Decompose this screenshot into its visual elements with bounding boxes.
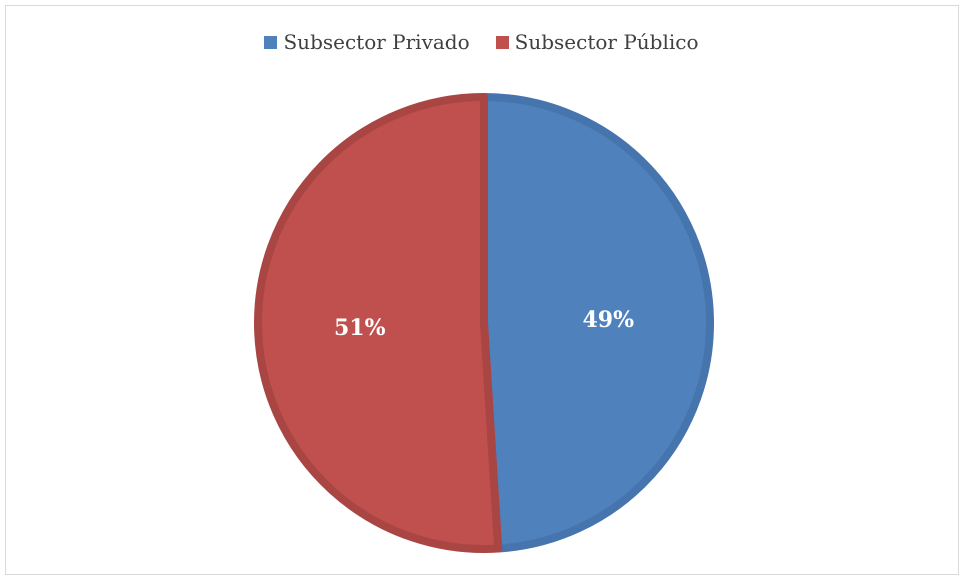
legend-item-publico: Subsector Público [495, 30, 699, 54]
legend-swatch-publico [495, 35, 509, 49]
legend-item-privado: Subsector Privado [264, 30, 470, 54]
pie-slice-publico [254, 93, 503, 553]
legend: Subsector Privado Subsector Público [0, 30, 963, 54]
pie-slice-privado [480, 93, 714, 553]
legend-swatch-privado [264, 35, 278, 49]
legend-label-privado: Subsector Privado [283, 30, 470, 54]
slice-label-publico: 51% [334, 315, 386, 341]
legend-label-publico: Subsector Público [514, 30, 699, 54]
slice-label-privado: 49% [582, 307, 634, 333]
pie-slices [254, 93, 714, 553]
